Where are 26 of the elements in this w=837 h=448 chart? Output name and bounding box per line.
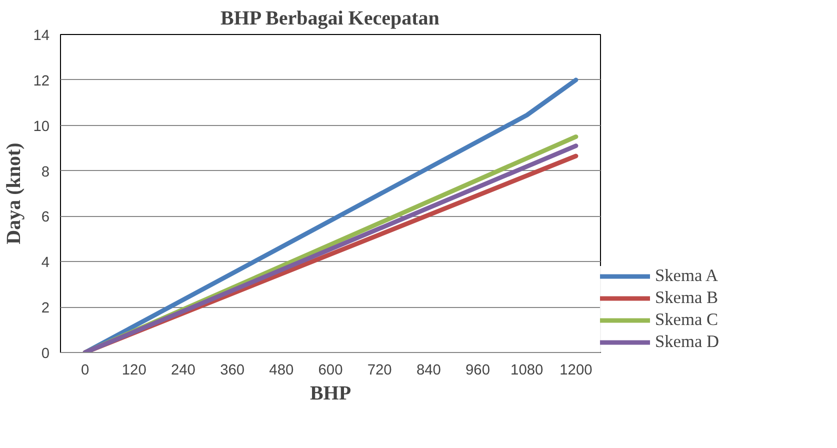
y-tick-label: 12 [33, 73, 50, 90]
x-tick-label: 840 [416, 362, 441, 378]
x-tick-label: 240 [171, 362, 196, 378]
x-tick-label: 600 [318, 362, 343, 378]
y-axis-title: Daya (knot) [3, 142, 26, 244]
x-tick-label: 360 [220, 362, 245, 378]
y-tick-label: 4 [41, 255, 50, 272]
x-tick-label: 480 [269, 362, 294, 378]
legend-label: Skema A [655, 266, 718, 286]
x-tick-label: 1200 [560, 362, 592, 378]
x-tick-label: 960 [466, 362, 490, 378]
x-axis-title: BHP [310, 382, 352, 404]
y-tick-label: 8 [41, 164, 50, 180]
x-tick-label: 0 [80, 362, 90, 378]
legend-label: Skema B [655, 288, 718, 308]
x-tick-label: 1080 [510, 362, 544, 378]
x-tick-label: 120 [122, 362, 146, 378]
y-tick-label: 6 [41, 210, 50, 226]
y-tick-label: 2 [41, 300, 50, 317]
x-tick-label: 720 [367, 362, 392, 378]
legend-label: Skema D [655, 332, 720, 352]
y-tick-label: 10 [33, 118, 50, 135]
legend-label: Skema C [655, 310, 718, 330]
y-tick-label: 14 [33, 28, 50, 44]
chart-title: BHP Berbagai Kecepatan [220, 8, 440, 30]
y-tick-label: 0 [41, 346, 50, 362]
